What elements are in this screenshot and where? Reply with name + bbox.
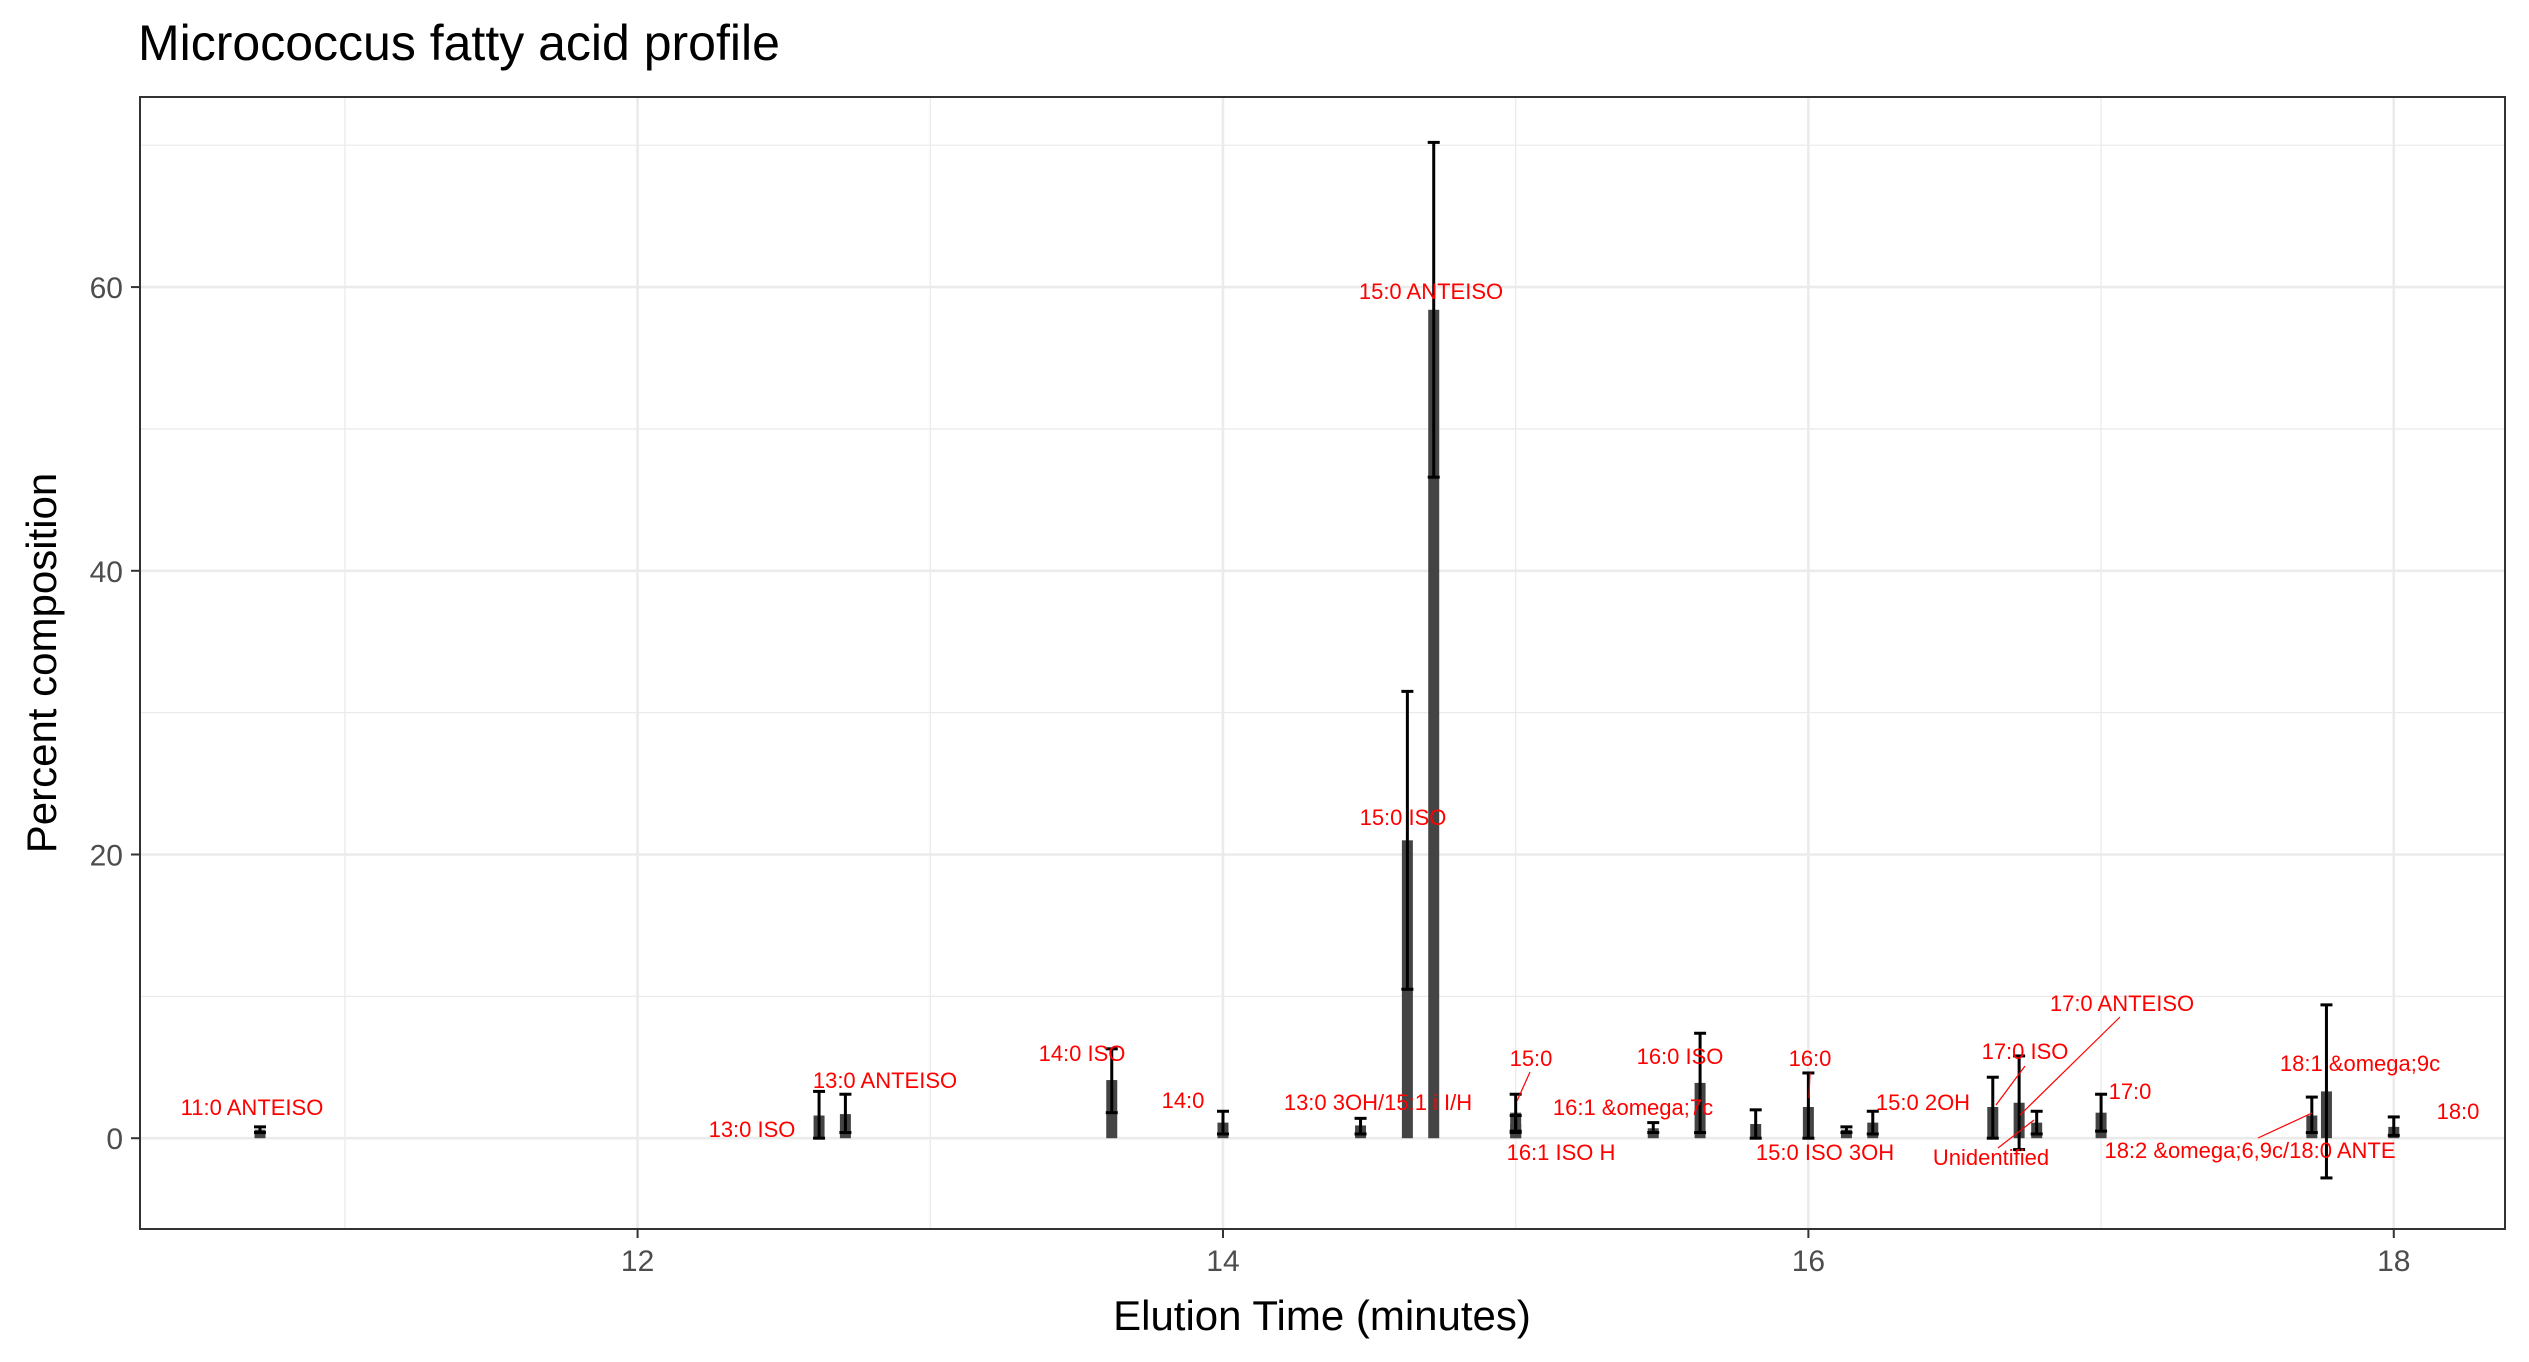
- peak-label: 15:0 2OH: [1876, 1090, 1970, 1115]
- peak-label: 13:0 ANTEISO: [813, 1068, 957, 1093]
- peak-label: 18:0: [2437, 1099, 2480, 1124]
- peak-label: 15:0 ANTEISO: [1359, 279, 1503, 304]
- peak-label: 17:0: [2109, 1079, 2152, 1104]
- x-tick-label: 12: [621, 1245, 654, 1278]
- peak-label: 13:0 3OH/15:1 i I/H: [1284, 1090, 1472, 1115]
- peak-label: 15:0 ISO: [1360, 805, 1447, 830]
- peak-label: 11:0 ANTEISO: [181, 1095, 324, 1120]
- x-tick-label: 16: [1792, 1245, 1825, 1278]
- x-tick-label: 18: [2377, 1245, 2410, 1278]
- label-leader: [2019, 1016, 2121, 1116]
- peak-label: 18:1 &omega;9c: [2280, 1051, 2440, 1076]
- y-axis: 0 20 40 60: [90, 272, 140, 1156]
- peak-label: 16:1 &omega;7c: [1553, 1095, 1713, 1120]
- peak-label: 16:0 ISO: [1637, 1044, 1724, 1069]
- y-tick-label: 60: [90, 272, 123, 305]
- error-bars: [254, 140, 2400, 1180]
- peak-label: 14:0: [1162, 1088, 1205, 1113]
- peak-label: 15:0: [1510, 1046, 1553, 1071]
- label-leader-lines: [1516, 1016, 2313, 1149]
- y-tick-label: 20: [90, 840, 123, 873]
- y-tick-label: 40: [90, 556, 123, 589]
- peak-label: 18:2 &omega;6,9c/18:0 ANTE: [2104, 1138, 2395, 1163]
- peak-labels: 11:0 ANTEISO 13:0 ISO 13:0 ANTEISO 14:0 ISO…: [181, 279, 2480, 1170]
- peak-label: 17:0 ANTEISO: [2050, 991, 2194, 1016]
- x-tick-label: 14: [1206, 1245, 1239, 1278]
- grid-minor: [140, 97, 2505, 1229]
- plot-panel: [140, 97, 2505, 1229]
- peak-label: 14:0 ISO: [1039, 1041, 1126, 1066]
- peak-label: Unidentified: [1933, 1145, 2049, 1170]
- bar: [1428, 309, 1440, 1139]
- x-axis: 12 14 16 18: [621, 1229, 2410, 1278]
- label-leader: [1997, 1119, 2035, 1149]
- label-leader: [1995, 1065, 2026, 1106]
- peak-label: 15:0 ISO 3OH: [1756, 1140, 1894, 1165]
- panel-border: [139, 96, 2506, 1230]
- peak-label: 16:0: [1789, 1046, 1832, 1071]
- grid-major: [140, 97, 2505, 1229]
- peak-label: 13:0 ISO: [709, 1117, 796, 1142]
- label-leader: [2257, 1112, 2313, 1139]
- peak-label: 17:0 ISO: [1982, 1039, 2069, 1064]
- label-leader: [1808, 1072, 1811, 1099]
- peak-label: 16:1 ISO H: [1507, 1140, 1616, 1165]
- chart-title: Micrococcus fatty acid profile: [138, 15, 780, 71]
- y-axis-title: Percent composition: [18, 473, 65, 854]
- label-leader: [1516, 1071, 1531, 1102]
- x-axis-title: Elution Time (minutes): [1113, 1292, 1531, 1339]
- y-tick-label: 0: [106, 1123, 123, 1156]
